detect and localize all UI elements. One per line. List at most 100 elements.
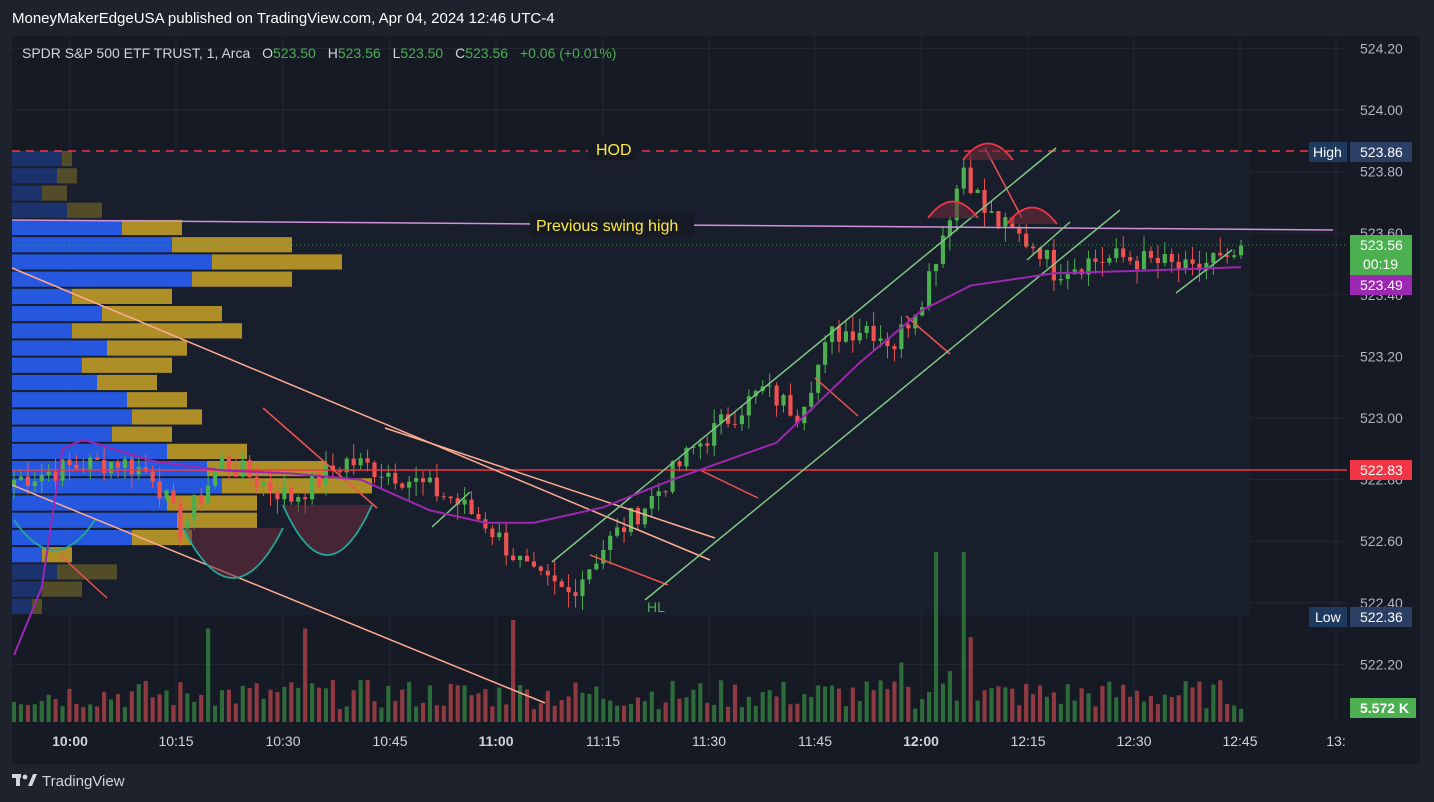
volume-bar — [39, 701, 44, 722]
volume-bar — [781, 681, 786, 722]
candle-body — [74, 465, 79, 469]
volume-bar — [1058, 703, 1063, 722]
candle-body — [1134, 260, 1140, 270]
candle-body — [621, 527, 627, 532]
volume-bar — [580, 692, 585, 722]
candle-body — [1065, 274, 1070, 279]
candle-body — [12, 479, 17, 486]
candle-body — [275, 491, 280, 500]
profile-up-bar — [12, 409, 132, 425]
candle-body — [1003, 217, 1008, 227]
candle-body — [1100, 261, 1105, 263]
profile-down-bar — [132, 409, 202, 425]
candle-body — [982, 189, 987, 213]
profile-up-bar — [12, 581, 42, 597]
candle-body — [906, 324, 911, 329]
candle-body — [212, 471, 218, 486]
tradingview-brand[interactable]: TradingView — [42, 773, 125, 790]
volume-bar — [455, 685, 460, 722]
volume-bar — [1169, 697, 1174, 722]
profile-up-bar — [12, 202, 67, 218]
profile-down-bar — [57, 564, 117, 580]
volume-bar — [511, 620, 516, 722]
volume-bar — [95, 706, 100, 722]
candle-body — [88, 457, 93, 471]
candle-body — [330, 465, 335, 472]
candle-body — [608, 535, 613, 550]
candle-body — [656, 491, 661, 496]
candle-body — [552, 575, 557, 582]
open-value: 523.50 — [273, 45, 316, 61]
volume-bar — [310, 683, 315, 722]
profile-up-bar — [12, 392, 127, 408]
profile-up-bar — [12, 168, 57, 184]
volume-bar — [996, 686, 1001, 722]
volume-bar — [531, 709, 537, 722]
price-tick-label: 524.00 — [1360, 102, 1403, 118]
volume-bar — [968, 637, 973, 722]
volume-bar — [954, 700, 959, 722]
time-tick-label: 12:30 — [1116, 733, 1151, 749]
volume-bar — [705, 702, 710, 722]
profile-down-bar — [132, 529, 192, 546]
volume-bar — [81, 707, 86, 722]
candle-body — [823, 342, 828, 365]
candle-body — [53, 471, 58, 481]
candle-body — [268, 482, 273, 492]
publisher-line: MoneyMakerEdgeUSA published on TradingVi… — [12, 10, 555, 27]
price-tick-label: 522.40 — [1360, 595, 1403, 611]
volume-bar — [712, 704, 717, 722]
volume-bar — [122, 706, 128, 722]
candle-body — [559, 581, 564, 588]
candle-body — [407, 481, 412, 488]
volume-bar — [1148, 696, 1154, 722]
time-tick-label: 11:00 — [478, 733, 513, 749]
candle-body — [178, 503, 183, 539]
price-tick-label: 523.80 — [1360, 164, 1403, 180]
low-badge-label: Low — [1315, 609, 1342, 625]
candle-body — [296, 497, 301, 502]
candle-body — [698, 443, 703, 447]
volume-bar — [150, 697, 155, 722]
volume-bar — [864, 681, 869, 722]
tradingview-logo-icon[interactable] — [12, 772, 38, 788]
candle-body — [1037, 248, 1043, 260]
candle-body — [483, 519, 488, 529]
price-tick-label: 523.20 — [1360, 348, 1403, 364]
candle-body — [781, 395, 786, 406]
volume-bars — [12, 552, 1244, 722]
candle-body — [878, 338, 883, 341]
candle-body — [434, 477, 439, 497]
volume-bar — [1134, 690, 1140, 722]
candle-body — [95, 457, 100, 460]
top-bar: MoneyMakerEdgeUSA published on TradingVi… — [0, 0, 1434, 40]
candle-body — [164, 490, 169, 499]
candle-body — [1176, 261, 1181, 270]
hl-label: HL — [647, 599, 665, 615]
candle-body — [1058, 278, 1063, 281]
volume-bar — [1176, 695, 1181, 722]
volume-bar — [940, 683, 946, 722]
symbol-label[interactable]: SPDR S&P 500 ETF TRUST, 1, Arca — [22, 45, 251, 61]
volume-bar — [1128, 696, 1133, 722]
volume-bar — [545, 690, 550, 722]
profile-up-bar — [12, 151, 62, 167]
down-channel-b — [262, 407, 378, 509]
candle-body — [448, 496, 453, 499]
candle-body — [774, 385, 779, 406]
profile-down-bar — [72, 323, 242, 339]
candle-body — [975, 189, 980, 193]
volume-bar — [102, 691, 107, 722]
profile-up-bar — [12, 547, 42, 563]
volume-bar — [434, 705, 439, 722]
volume-bar — [289, 682, 294, 722]
volume-bar — [566, 696, 571, 722]
candle-body — [989, 211, 994, 213]
candle-body — [462, 499, 467, 505]
volume-bar — [296, 687, 301, 722]
candle-body — [337, 471, 342, 473]
profile-up-bar — [12, 529, 132, 546]
candle-body — [816, 364, 821, 393]
candle-body — [233, 470, 238, 477]
